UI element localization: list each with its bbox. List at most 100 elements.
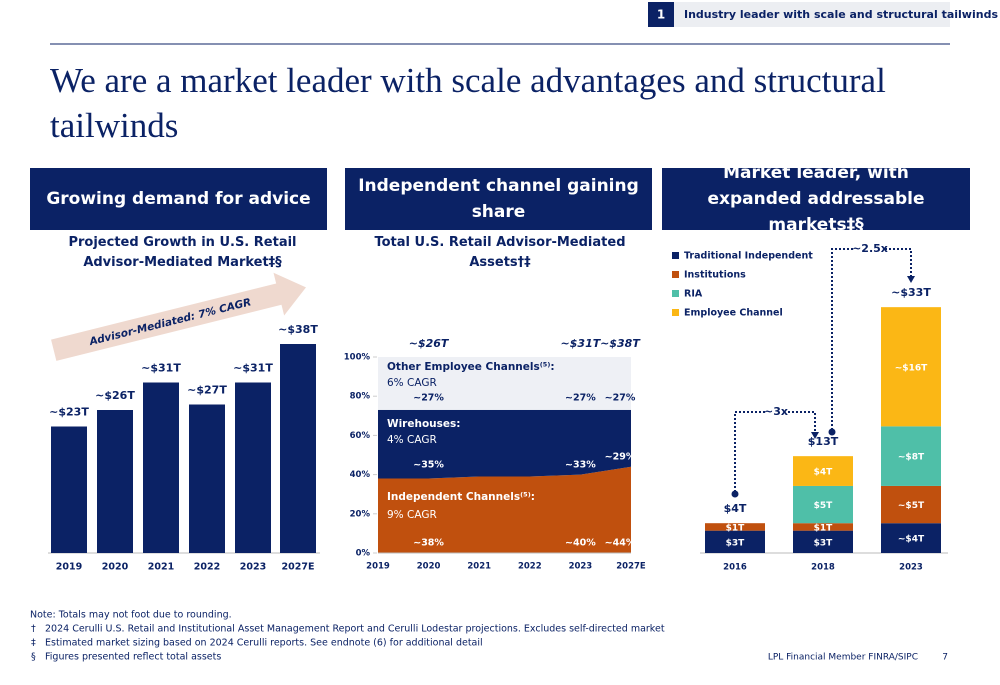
series-cagr: 6% CAGR <box>387 377 437 389</box>
note-text: Figures presented reflect total assets <box>45 652 221 663</box>
growth-arrows <box>734 248 912 492</box>
note-intro: Note: Totals may not foot due to roundin… <box>30 610 232 621</box>
growth-connector <box>831 248 855 430</box>
value-label: ~35% <box>413 460 444 471</box>
x-tick-label: 2027E <box>282 562 315 573</box>
total-label: $13T <box>808 435 839 448</box>
total-label: $4T <box>724 502 747 515</box>
growth-connector <box>885 248 912 276</box>
bar <box>189 404 225 553</box>
y-tick-label: 100% <box>344 353 371 363</box>
bar-segment <box>793 485 853 524</box>
chart-title: Projected Growth in U.S. Retail Advisor-… <box>68 235 297 270</box>
section-tab <box>648 2 950 27</box>
x-tick-label: 2022 <box>194 562 220 573</box>
y-tick-label: 80% <box>350 392 371 402</box>
bar <box>97 410 133 553</box>
value-label: $1T <box>814 523 834 533</box>
bar-segment <box>881 485 941 524</box>
value-label: ~$16T <box>895 363 928 373</box>
bar-segment <box>705 530 765 553</box>
note-symbol: † <box>31 624 36 635</box>
arrow-head <box>811 432 819 439</box>
section-title: Industry leader with scale and structura… <box>684 8 998 21</box>
legend-swatch <box>672 271 679 278</box>
bar-segment <box>881 426 941 486</box>
bar <box>280 344 316 553</box>
legend-swatch <box>672 290 679 297</box>
panel-header: Growing demand for advice <box>30 168 327 230</box>
cagr-arrow: Advisor-Mediated: 7% CAGR <box>51 272 306 361</box>
value-label: ~$31T <box>233 362 273 375</box>
value-label: ~$5T <box>898 501 925 511</box>
x-tick-label: 2020 <box>417 562 441 572</box>
bar <box>235 382 271 553</box>
section-number-box <box>648 2 674 27</box>
value-label: $5T <box>814 501 834 511</box>
value-label: ~$26T <box>95 389 135 402</box>
note-text: Estimated market sizing based on 2024 Ce… <box>45 638 483 649</box>
y-tick-label: 20% <box>350 509 371 519</box>
total-label: ~$33T <box>891 286 931 299</box>
value-label: ~27% <box>565 393 596 404</box>
area <box>378 357 631 410</box>
x-tick-label: 2021 <box>148 562 174 573</box>
bar-segment <box>793 456 853 486</box>
growth-connector <box>788 411 816 432</box>
bar <box>51 426 87 553</box>
legend-label: Employee Channel <box>684 308 783 319</box>
series-name: Wirehouses: <box>387 418 460 430</box>
legend-swatch <box>672 252 679 259</box>
growth-dot <box>731 490 739 498</box>
bar <box>143 382 179 553</box>
y-tick-label: 60% <box>350 431 371 441</box>
value-label: ~38% <box>413 538 444 549</box>
y-tick-label: 40% <box>350 470 371 480</box>
value-label: ~$8T <box>898 453 925 463</box>
value-label: ~$4T <box>898 535 925 545</box>
bar-segment <box>793 530 853 553</box>
x-tick-label: 2020 <box>102 562 129 573</box>
bar-segment <box>793 523 853 531</box>
value-label: ~27% <box>413 393 444 404</box>
value-label: $4T <box>814 468 834 478</box>
chart-title: Total U.S. Retail Advisor-Mediated Asset… <box>374 235 626 270</box>
legend-swatch <box>672 309 679 316</box>
note-symbol: § <box>31 652 36 663</box>
value-label: ~29% <box>605 452 636 463</box>
x-tick-label: 2021 <box>467 562 491 572</box>
value-label: ~$31T <box>141 362 181 375</box>
x-tick-label: 2018 <box>811 563 835 573</box>
value-label: $3T <box>726 538 746 548</box>
value-label: ~$27T <box>187 384 227 397</box>
x-tick-label: 2019 <box>366 562 390 572</box>
cagr-label: Advisor-Mediated: 7% CAGR <box>87 296 252 348</box>
legend-label: RIA <box>684 289 703 300</box>
multiple-label: ~3x <box>764 405 788 418</box>
x-tick-label: 2023 <box>240 562 266 573</box>
slide-title: We are a market leader with scale advant… <box>50 61 886 145</box>
section-number: 1 <box>657 8 665 22</box>
growth-connector <box>734 411 765 492</box>
series-name: Independent Channels⁽⁵⁾: <box>387 491 535 503</box>
value-label: ~33% <box>565 460 596 471</box>
arrow-head <box>907 276 915 283</box>
panel-header: Market leader, with expanded addressable… <box>662 163 970 235</box>
growth-dot <box>828 428 836 436</box>
series-cagr: 9% CAGR <box>387 509 437 521</box>
total-label: ~$38T <box>600 337 641 350</box>
x-tick-label: 2023 <box>569 562 593 572</box>
note-text: 2024 Cerulli U.S. Retail and Institution… <box>45 624 665 635</box>
bar-segment <box>881 523 941 553</box>
cagr-arrow-shape <box>51 272 306 361</box>
x-tick-label: 2019 <box>56 562 82 573</box>
area <box>378 409 631 479</box>
x-tick-label: 2023 <box>899 563 923 573</box>
value-label: ~27% <box>605 393 636 404</box>
y-tick-label: 0% <box>356 549 371 559</box>
legend-label: Institutions <box>684 270 746 281</box>
series-cagr: 4% CAGR <box>387 434 437 446</box>
page-number: 7 <box>942 653 948 663</box>
value-label: ~40% <box>565 538 596 549</box>
